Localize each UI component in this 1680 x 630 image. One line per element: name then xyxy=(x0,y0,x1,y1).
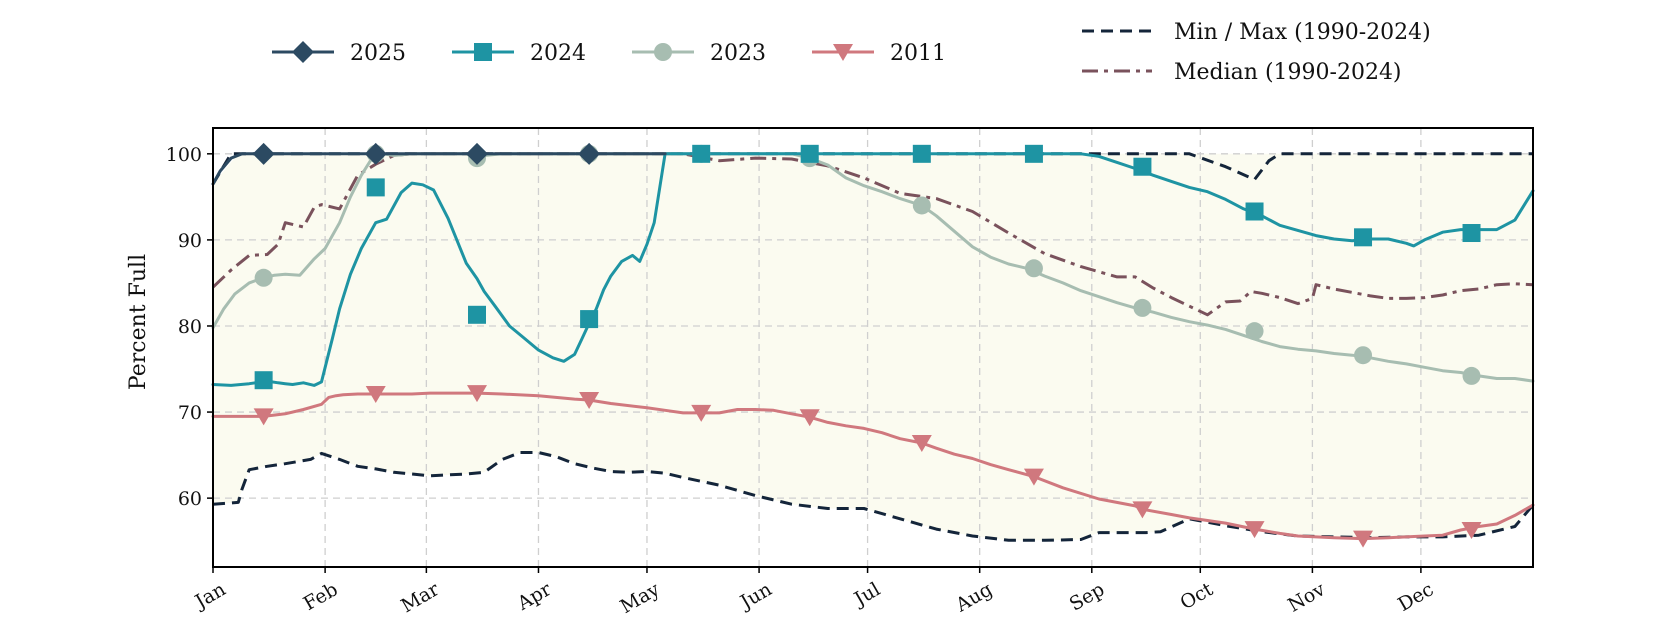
marker-2024-7 xyxy=(1024,144,1043,163)
legend-item-2011: 2011 xyxy=(812,41,946,66)
reference-line-0-1 xyxy=(211,152,1533,185)
min-max-band xyxy=(213,153,1533,541)
legend-label: 2011 xyxy=(890,41,946,66)
marker-2011-0 xyxy=(253,408,274,426)
marker-2024-8 xyxy=(1133,157,1152,176)
y-tick-label: 100 xyxy=(166,144,202,166)
y-tick-label: 80 xyxy=(178,316,202,338)
y-axis-title: Percent Full xyxy=(126,254,151,390)
marker-2023-9 xyxy=(1245,322,1264,341)
legend-item-2023: 2023 xyxy=(632,41,766,66)
legend-item-2025: 2025 xyxy=(272,41,406,66)
y-tick-label: 60 xyxy=(178,488,202,510)
marker-2024-9 xyxy=(1245,202,1264,221)
marker-2024-1 xyxy=(366,178,385,197)
legend-item-reference-1: Median (1990-2024) xyxy=(1082,60,1402,85)
series-markers xyxy=(252,142,1482,548)
marker-2011-1 xyxy=(365,385,386,403)
marker-2023-7 xyxy=(1024,259,1043,278)
legend-label: Median (1990-2024) xyxy=(1174,60,1402,85)
min-max-band-fill xyxy=(213,153,1533,541)
reference-line-0-0 xyxy=(212,451,1535,542)
marker-2025-1 xyxy=(364,142,387,165)
legend-item-2024: 2024 xyxy=(452,41,586,66)
marker-2025-0 xyxy=(252,142,275,165)
marker-2023-0 xyxy=(254,268,273,287)
y-tick-label: 70 xyxy=(178,402,202,424)
legend-marker xyxy=(833,44,853,61)
marker-2024-0 xyxy=(254,371,273,390)
marker-2023-6 xyxy=(912,196,931,215)
marker-2023-8 xyxy=(1133,298,1152,317)
marker-2011-5 xyxy=(799,409,820,427)
marker-2024-3 xyxy=(580,310,599,329)
y-axis: 60 70 80 90 100 xyxy=(166,144,213,510)
marker-2011-8 xyxy=(1132,501,1153,519)
reference-line-1-0 xyxy=(211,152,1534,317)
marker-2011-2 xyxy=(467,385,487,403)
series-line-2024 xyxy=(211,152,1535,387)
legend-marker xyxy=(654,43,672,61)
legend-label: Min / Max (1990-2024) xyxy=(1174,20,1431,45)
y-tick-label: 90 xyxy=(178,230,202,252)
marker-2011-10 xyxy=(1353,530,1374,548)
legend-marker xyxy=(474,43,492,61)
marker-2025-3 xyxy=(578,142,601,165)
legend-label: 2023 xyxy=(710,41,766,66)
gridlines xyxy=(213,128,1533,567)
legend-marker xyxy=(292,41,314,63)
marker-2024-5 xyxy=(800,144,819,163)
marker-2011-9 xyxy=(1244,521,1265,539)
marker-2011-6 xyxy=(911,435,932,453)
legend-label: 2024 xyxy=(530,41,586,66)
legend-label: 2025 xyxy=(350,41,406,66)
marker-2024-6 xyxy=(912,144,931,163)
legend-item-reference-0: Min / Max (1990-2024) xyxy=(1082,20,1431,45)
marker-2025-2 xyxy=(466,142,488,165)
marker-2023-10 xyxy=(1354,346,1373,365)
marker-2011-4 xyxy=(691,404,712,422)
legend: 2025 2024 2023 2011 Min / Max (1990-2024) Med… xyxy=(272,20,1431,85)
marker-2024-10 xyxy=(1354,228,1373,247)
marker-2011-11 xyxy=(1461,521,1482,539)
marker-2024-2 xyxy=(468,305,486,324)
series-line-2023 xyxy=(211,152,1535,383)
marker-2023-11 xyxy=(1462,366,1481,385)
plot-frame xyxy=(212,127,1534,568)
marker-2024-4 xyxy=(692,144,711,163)
marker-2024-11 xyxy=(1462,224,1481,243)
marker-2011-7 xyxy=(1023,468,1044,486)
marker-2011-3 xyxy=(579,392,600,410)
reference-lines xyxy=(211,152,1535,542)
